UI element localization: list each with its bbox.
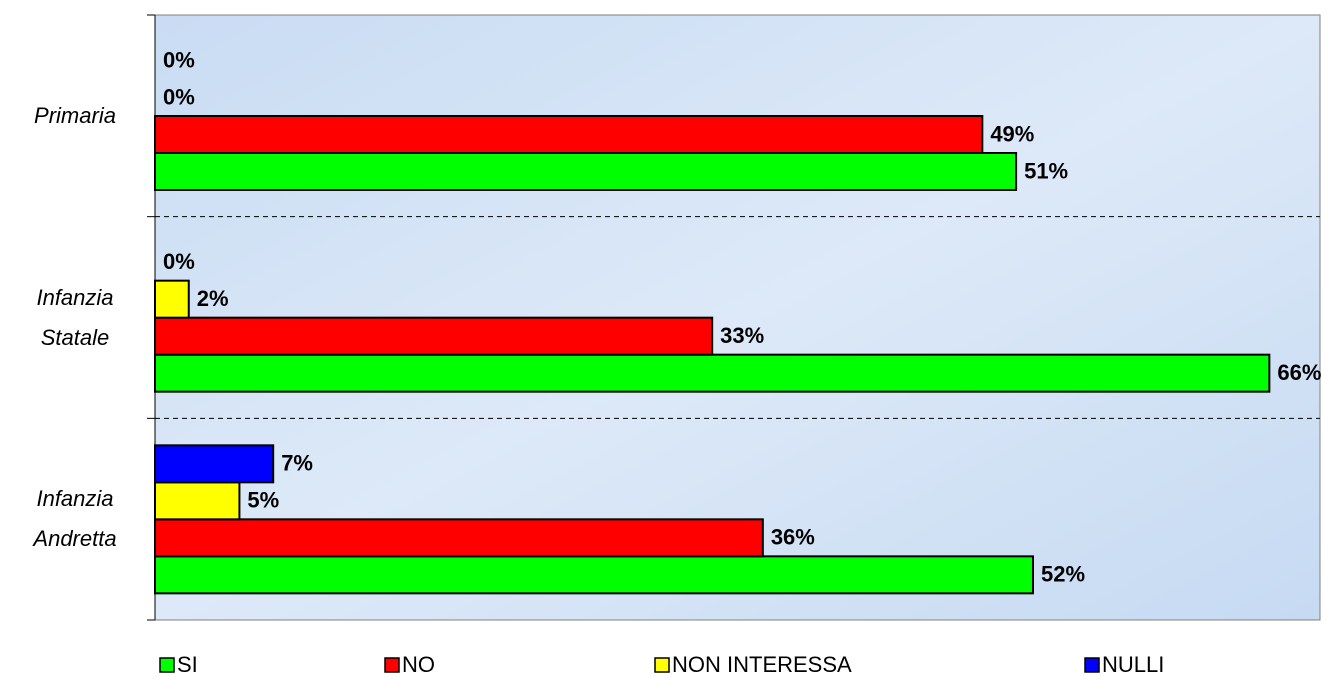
data-label: 2% xyxy=(197,286,229,311)
bar xyxy=(154,279,190,319)
data-label: 0% xyxy=(163,249,195,274)
legend-label: SI xyxy=(177,652,198,677)
legend-swatch xyxy=(654,657,670,673)
category-label: Primaria xyxy=(34,102,116,128)
data-label: 49% xyxy=(990,121,1034,146)
legend-swatch xyxy=(159,657,175,673)
legend-label: NON INTERESSA xyxy=(672,652,852,677)
data-label: 7% xyxy=(281,451,313,476)
bar xyxy=(154,152,1018,191)
bar xyxy=(154,115,984,154)
data-label: 52% xyxy=(1041,562,1085,587)
bar xyxy=(154,518,764,558)
category-label: Infanzia Andretta xyxy=(33,486,117,552)
data-label: 0% xyxy=(163,47,195,72)
data-label: 66% xyxy=(1277,360,1321,385)
category-label: Infanzia Statale xyxy=(36,284,114,350)
bar xyxy=(154,444,275,484)
data-label: 0% xyxy=(163,84,195,109)
legend-label: NO xyxy=(402,652,435,677)
data-label: 36% xyxy=(771,525,815,550)
data-label: 33% xyxy=(720,323,764,348)
legend-swatch xyxy=(384,657,400,673)
bar xyxy=(154,316,714,356)
bar xyxy=(154,481,241,521)
legend-label: NULLI xyxy=(1102,652,1164,677)
data-label: 5% xyxy=(247,488,279,513)
bar xyxy=(154,555,1034,595)
data-label: 51% xyxy=(1024,158,1068,183)
legend-swatch xyxy=(1084,657,1100,673)
bar xyxy=(154,353,1271,393)
